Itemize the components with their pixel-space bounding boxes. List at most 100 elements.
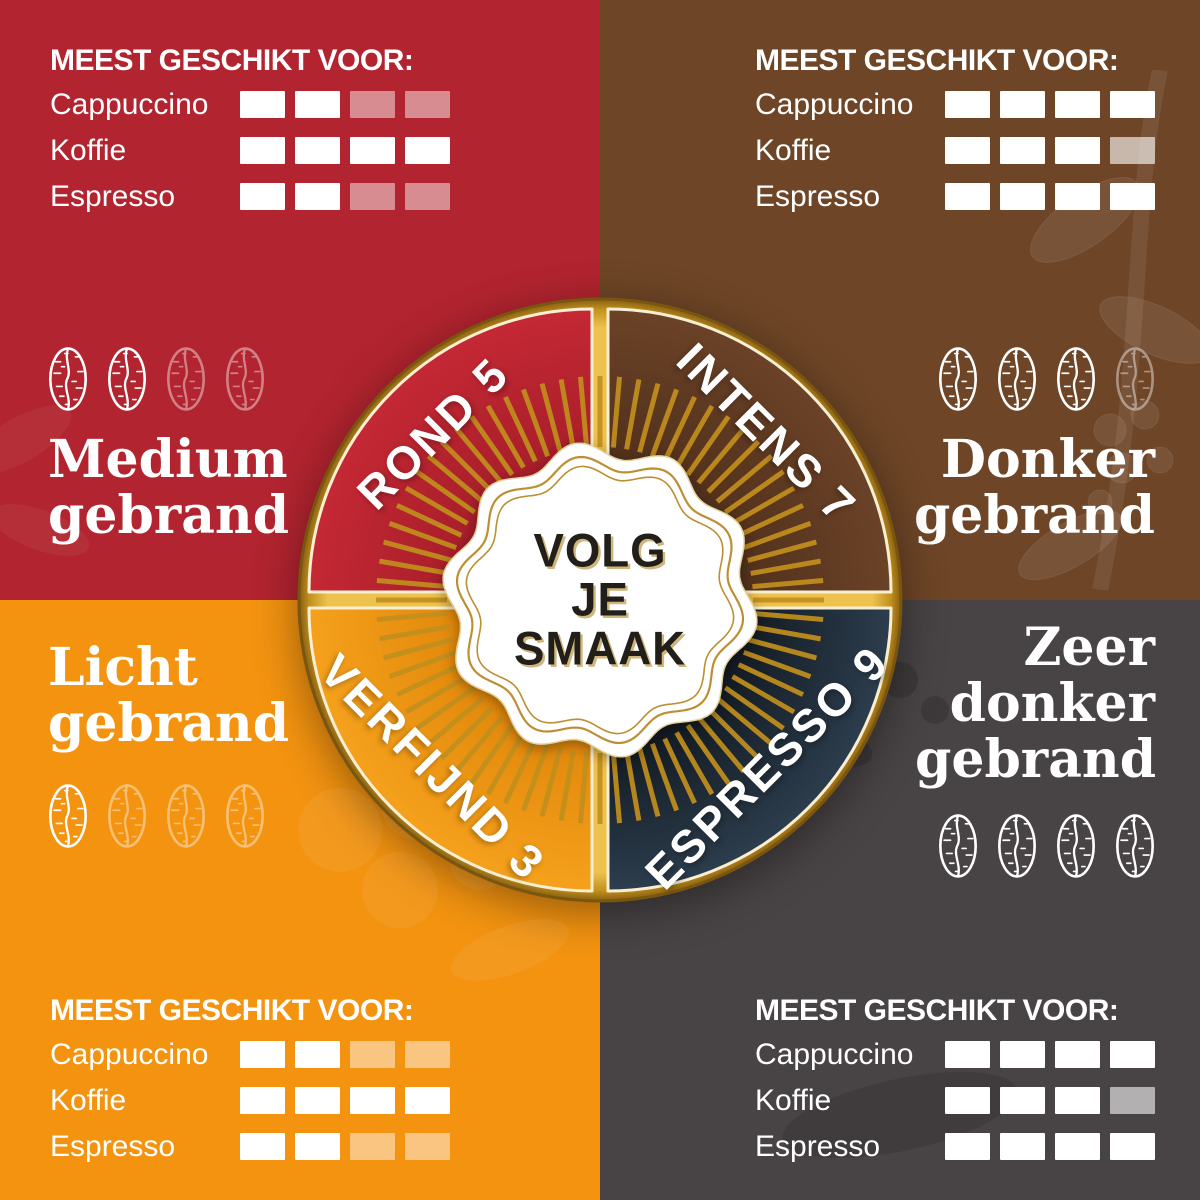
rating-cell-filled (1000, 183, 1045, 210)
suitability-row: Koffie (50, 134, 470, 167)
rating-cell-faded (350, 1133, 395, 1160)
rating-cell-filled (295, 1133, 340, 1160)
rating-cells (945, 183, 1155, 210)
rating-cell-faded (350, 183, 395, 210)
suitability-row: Espresso (50, 180, 470, 213)
coffee-bean-icon (167, 347, 205, 411)
suitability-row: Koffie (50, 1084, 470, 1117)
rating-cell-filled (405, 137, 450, 164)
suitability-row: Cappuccino (50, 1038, 470, 1071)
suitability-row: Espresso (50, 1130, 470, 1163)
rating-cells (945, 1133, 1155, 1160)
rating-cells (240, 183, 450, 210)
center-line: JE (571, 572, 629, 626)
coffee-bean-icon (49, 784, 87, 848)
rating-cell-filled (1000, 1041, 1045, 1068)
rating-cell-filled (1055, 1041, 1100, 1068)
rating-cell-filled (295, 1087, 340, 1114)
suitability-row: Koffie (755, 134, 1175, 167)
drink-label: Espresso (50, 180, 176, 213)
rating-cell-filled (240, 137, 285, 164)
drink-label: Cappuccino (755, 88, 914, 121)
coffee-bean-icon (1116, 347, 1154, 411)
rating-cell-filled (405, 1087, 450, 1114)
rating-cell-filled (1055, 91, 1100, 118)
suitability-row: Cappuccino (50, 90, 470, 120)
drink-label: Koffie (50, 1084, 127, 1117)
suitability-row: Espresso (755, 180, 1175, 213)
rating-cell-filled (945, 1087, 990, 1114)
coffee-bean-icon (998, 347, 1036, 411)
coffee-bean-icon (1116, 814, 1154, 878)
rating-cell-filled (1055, 183, 1100, 210)
suitability-title: MEEST GESCHIKT VOOR: (755, 44, 1119, 77)
suitability-row: Cappuccino (755, 1040, 1175, 1070)
coffee-bean-icon (108, 347, 146, 411)
suitability-title: MEEST GESCHIKT VOOR: (755, 994, 1119, 1027)
rating-cell-filled (1110, 183, 1155, 210)
rating-cell-filled (295, 137, 340, 164)
rating-cell-filled (295, 1041, 340, 1068)
rating-cell-filled (945, 1133, 990, 1160)
coffee-bean-icon (998, 814, 1036, 878)
rating-cell-filled (240, 1087, 285, 1114)
rating-cell-filled (1055, 1133, 1100, 1160)
coffee-bean-icon (226, 347, 264, 411)
center-line: SMAAK (513, 621, 687, 675)
rating-cells (945, 91, 1155, 118)
rating-cell-filled (945, 183, 990, 210)
roast-level-beans (45, 341, 268, 417)
rating-cell-faded (405, 91, 450, 118)
suitability-panel: MEEST GESCHIKT VOOR: Cappuccino Koffie E… (755, 44, 1175, 229)
rating-cell-filled (240, 1041, 285, 1068)
coffee-bean-icon (167, 784, 205, 848)
drink-label: Koffie (50, 134, 127, 167)
rating-cell-filled (1000, 137, 1045, 164)
suitability-row: Koffie (755, 1086, 1175, 1116)
roast-level-beans (935, 808, 1158, 884)
drink-label: Espresso (755, 180, 881, 213)
taste-wheel (297, 297, 903, 903)
center-line: VOLG (533, 523, 667, 577)
rating-cell-filled (240, 1133, 285, 1160)
rating-cells (240, 91, 450, 118)
rating-cell-faded (1110, 1087, 1155, 1114)
coffee-bean-icon (939, 347, 977, 411)
rating-cells (240, 1087, 450, 1114)
coffee-bean-icon (226, 784, 264, 848)
roast-title: Licht gebrand (48, 637, 290, 755)
rating-cells (240, 1133, 450, 1160)
coffee-bean-icon (108, 784, 146, 848)
rating-cell-faded (405, 183, 450, 210)
rating-cell-filled (240, 91, 285, 118)
rating-cell-faded (405, 1133, 450, 1160)
drink-label: Espresso (50, 1130, 176, 1163)
rating-cell-filled (295, 91, 340, 118)
rating-cell-filled (1110, 91, 1155, 118)
roast-level-beans (45, 778, 268, 854)
suitability-panel: MEEST GESCHIKT VOOR: Cappuccino Koffie E… (755, 994, 1175, 1179)
drink-label: Cappuccino (50, 1038, 209, 1071)
drink-label: Koffie (755, 134, 832, 167)
rating-cell-filled (350, 1087, 395, 1114)
rating-cell-filled (1110, 1041, 1155, 1068)
suitability-row: Espresso (755, 1130, 1175, 1163)
roast-title: Donker gebrand (913, 429, 1155, 547)
suitability-title: MEEST GESCHIKT VOOR: (50, 994, 414, 1027)
rating-cells (240, 1041, 450, 1068)
rating-cell-filled (1055, 137, 1100, 164)
suitability-panel: MEEST GESCHIKT VOOR: Cappuccino Koffie E… (50, 994, 470, 1179)
rating-cell-filled (295, 183, 340, 210)
coffee-bean-icon (939, 814, 977, 878)
rating-cell-filled (240, 183, 285, 210)
roast-title: Medium gebrand (48, 429, 290, 547)
rating-cell-faded (350, 91, 395, 118)
coffee-bean-icon (1057, 347, 1095, 411)
rating-cell-filled (945, 137, 990, 164)
rating-cells (945, 137, 1155, 164)
center-badge-text: VOLG JE SMAAK (513, 523, 687, 675)
suitability-row: Cappuccino (755, 88, 1175, 121)
suitability-title: MEEST GESCHIKT VOOR: (50, 44, 414, 77)
drink-label: Espresso (755, 1130, 881, 1163)
